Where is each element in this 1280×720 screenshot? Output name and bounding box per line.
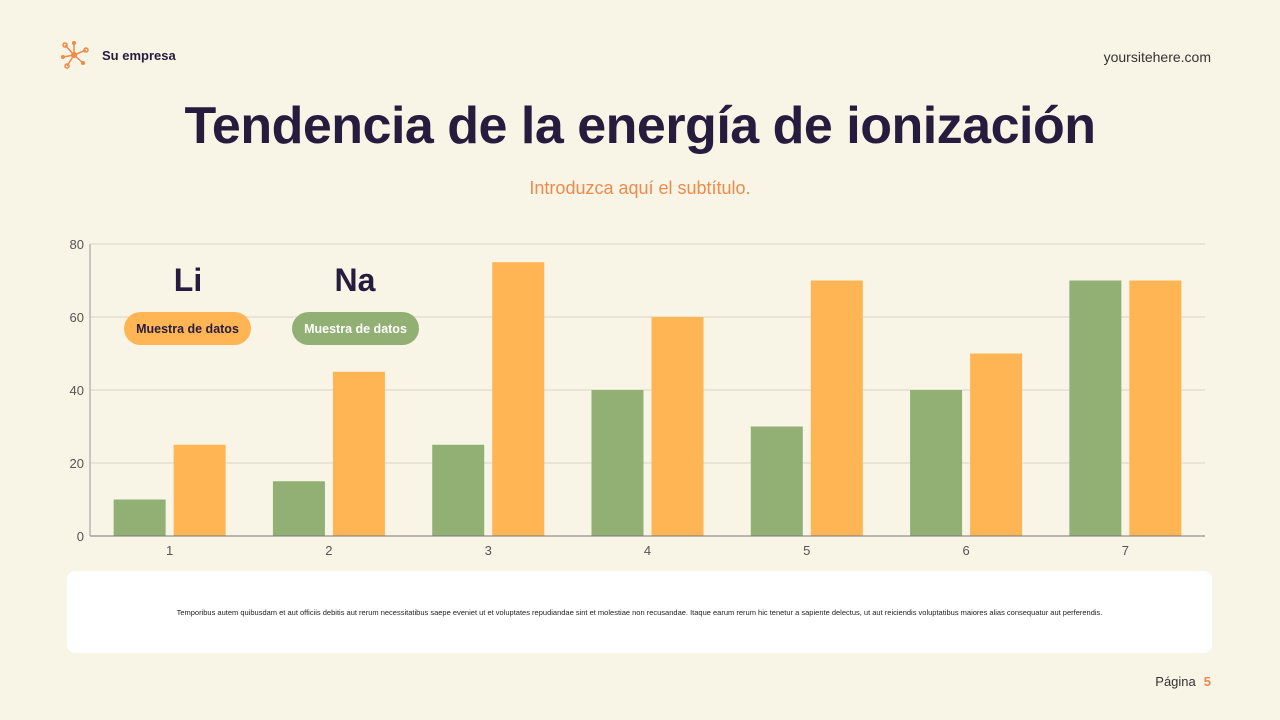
legend-pill-orange: Muestra de datos [124, 312, 251, 345]
y-tick-label: 40 [70, 383, 84, 398]
bar-series1-2 [272, 481, 325, 536]
bar-chart: 0 20 40 60 80 1 2 3 4 5 6 7 [70, 237, 1205, 558]
bar-series2-4 [651, 317, 704, 536]
bar-series1-6 [910, 390, 963, 536]
legend-element-li: Li [173, 262, 203, 298]
bar-series2-5 [810, 280, 863, 536]
bar-series2-2 [332, 371, 385, 536]
y-tick-label: 0 [77, 529, 84, 544]
bar-series2-6 [970, 353, 1023, 536]
page-indicator: Página 5 [1155, 674, 1211, 689]
network-nodes-icon [61, 41, 89, 69]
bar-series1-4 [591, 390, 644, 536]
bar-series1-5 [750, 426, 803, 536]
brand-name: Su empresa [102, 48, 176, 63]
bar-series1-1 [113, 499, 166, 536]
y-tick-label: 60 [70, 310, 84, 325]
page-number: 5 [1203, 674, 1211, 689]
x-tick-label: 1 [166, 543, 173, 558]
bar-series1-7 [1069, 280, 1122, 536]
page-subtitle: Introduzca aquí el subtítulo. [529, 178, 751, 198]
y-tick-label: 20 [70, 456, 84, 471]
bar-series2-3 [492, 262, 545, 536]
legend-pill-green: Muestra de datos [292, 312, 419, 345]
note-text: Temporibus autem quibusdam et aut offici… [176, 607, 1103, 617]
bar-series2-7 [1129, 280, 1182, 536]
y-tick-label: 80 [70, 237, 84, 252]
note-box: Temporibus autem quibusdam et aut offici… [67, 571, 1212, 653]
x-tick-label: 6 [962, 543, 969, 558]
x-tick-label: 4 [644, 543, 651, 558]
page-label: Página [1155, 674, 1196, 689]
x-tick-label: 5 [803, 543, 810, 558]
x-tick-label: 2 [325, 543, 332, 558]
x-tick-label: 3 [485, 543, 492, 558]
bar-series2-1 [173, 444, 226, 536]
page-title: Tendencia de la energía de ionización [184, 97, 1097, 155]
bar-series1-3 [432, 444, 485, 536]
legend-element-na: Na [334, 262, 376, 298]
site-url[interactable]: yoursitehere.com [1103, 49, 1211, 65]
x-tick-label: 7 [1122, 543, 1129, 558]
